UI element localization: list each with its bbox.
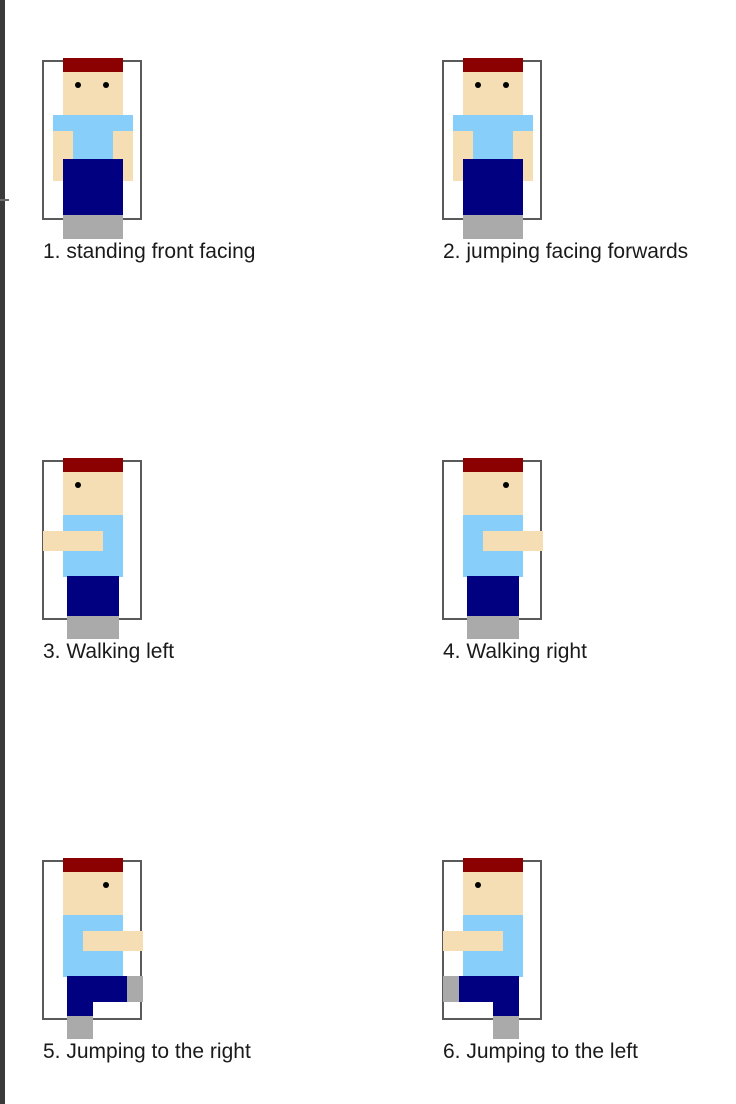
back-shoe (67, 1016, 93, 1039)
head (63, 70, 123, 116)
sprite-caption: 5. Jumping to the right (43, 1040, 251, 1063)
head (463, 870, 523, 916)
pants (467, 576, 519, 617)
shoes (463, 215, 523, 239)
right-eye (103, 82, 109, 88)
eye (475, 882, 481, 888)
left-eye (75, 82, 81, 88)
hair (463, 58, 523, 72)
eye (103, 882, 109, 888)
arm (483, 531, 543, 551)
hair (63, 458, 123, 472)
window-edge-notch (0, 199, 9, 201)
eye (75, 482, 81, 488)
head (463, 470, 523, 516)
sprite-caption: 1. standing front facing (43, 240, 256, 263)
hair (463, 858, 523, 872)
front-shoe (443, 976, 459, 1002)
shoes (67, 616, 119, 639)
head (63, 870, 123, 916)
sprite-caption: 4. Walking right (443, 640, 587, 663)
sprite-caption: 3. Walking left (43, 640, 175, 663)
arm (83, 931, 143, 951)
hair (463, 458, 523, 472)
left-eye (475, 82, 481, 88)
pants (463, 159, 523, 216)
sprite-caption: 6. Jumping to the left (443, 1040, 638, 1063)
pants (63, 159, 123, 216)
hair (63, 858, 123, 872)
back-leg (67, 1000, 93, 1017)
sprite-caption: 2. jumping facing forwards (443, 240, 689, 263)
shoes (63, 215, 123, 239)
back-leg (493, 1000, 519, 1017)
pants (67, 576, 119, 617)
head (63, 470, 123, 516)
shoes (467, 616, 519, 639)
front-shoe (127, 976, 143, 1002)
back-shoe (493, 1016, 519, 1039)
right-eye (503, 82, 509, 88)
pants-upper (67, 976, 127, 1002)
arm (43, 531, 103, 551)
head (463, 70, 523, 116)
window-edge (0, 0, 5, 1104)
eye (503, 482, 509, 488)
pants-upper (459, 976, 519, 1002)
hair (63, 58, 123, 72)
arm (443, 931, 503, 951)
